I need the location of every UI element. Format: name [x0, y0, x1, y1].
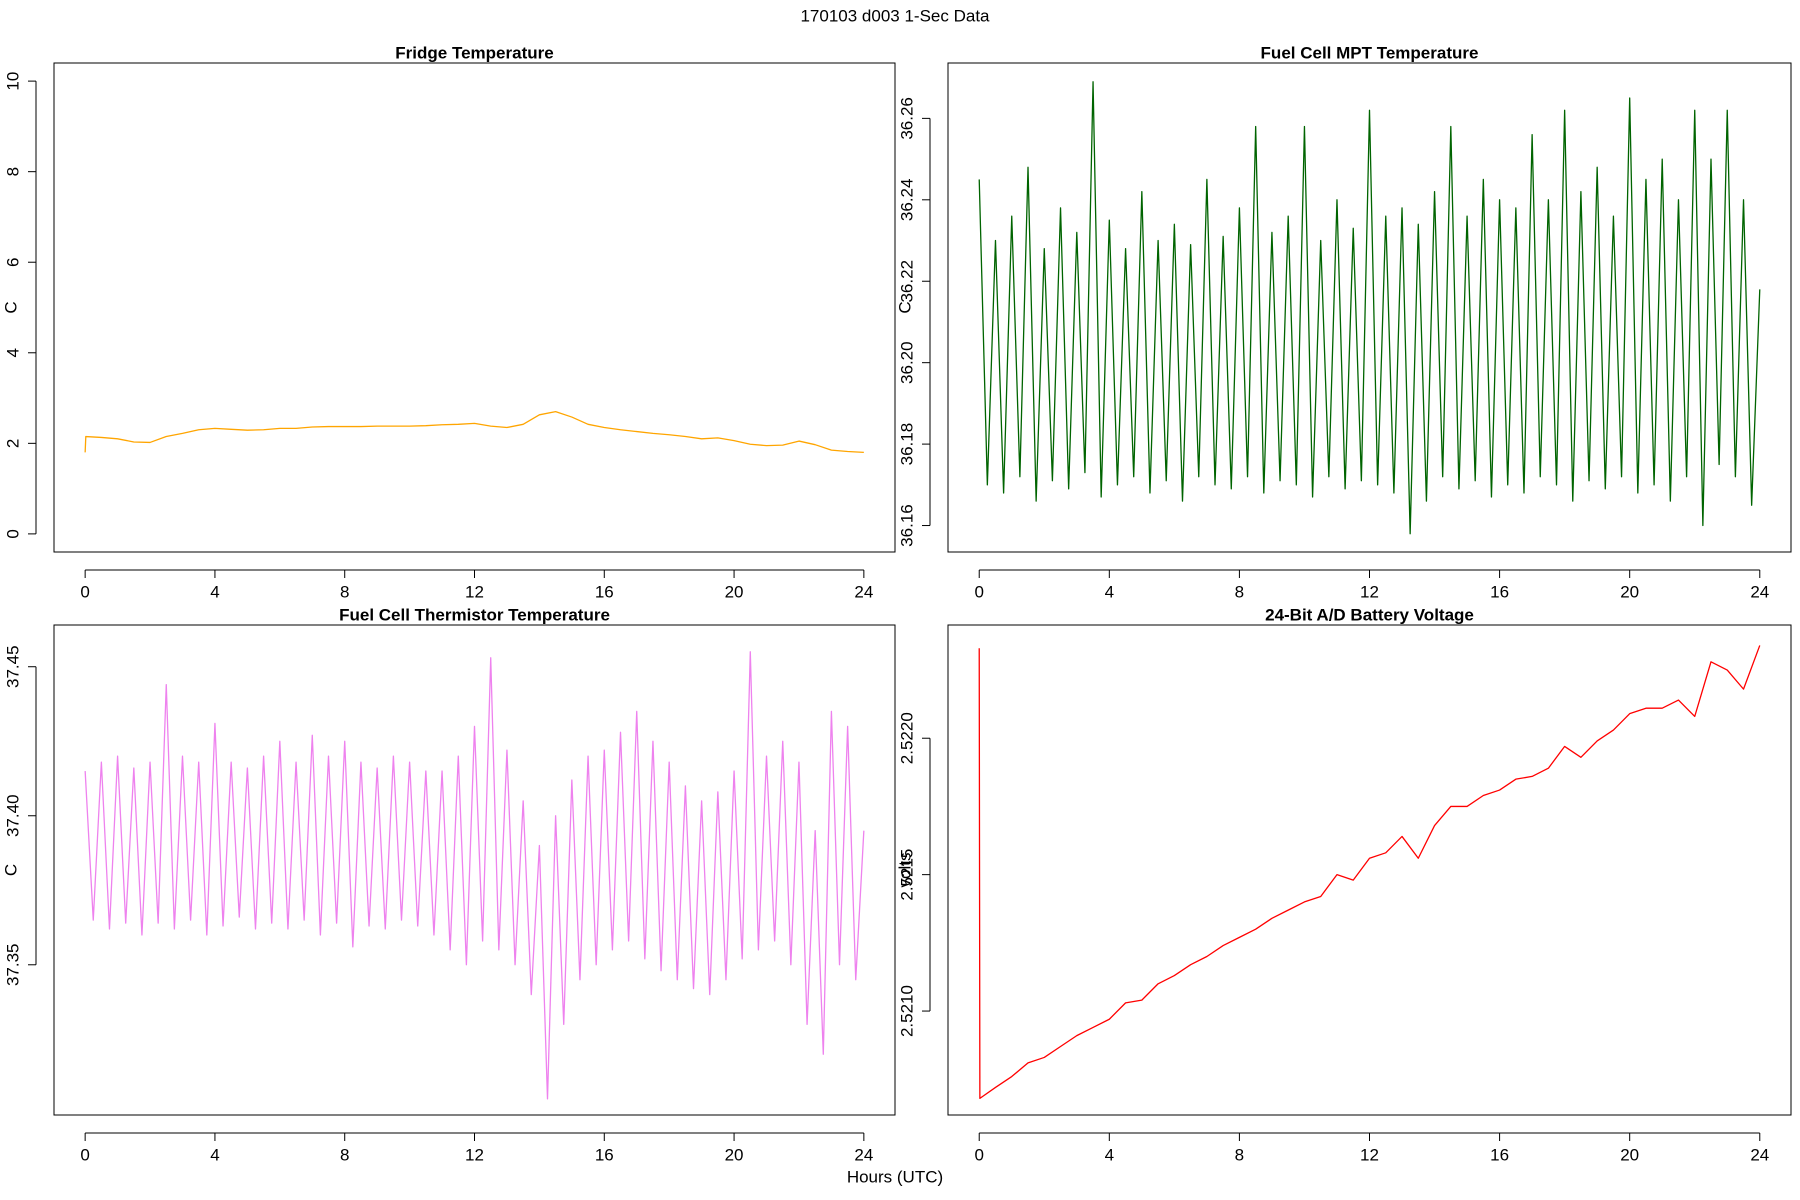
- x-tick-label: 24: [854, 1145, 873, 1164]
- panel-title: Fuel Cell Thermistor Temperature: [339, 605, 610, 624]
- y-axis-label: volts: [895, 853, 914, 888]
- x-tick-label: 8: [340, 1145, 349, 1164]
- figure-title: 170103 d003 1-Sec Data: [800, 6, 990, 25]
- y-tick-label: 2: [3, 439, 22, 448]
- data-line: [84, 651, 865, 1100]
- plot-area: [84, 410, 864, 454]
- y-tick-label: 0: [3, 529, 22, 538]
- y-tick-label: 36.22: [897, 260, 916, 303]
- x-tick-label: 20: [1620, 582, 1639, 601]
- y-axis-label: C: [895, 301, 914, 313]
- x-tick-label: 24: [854, 582, 873, 601]
- x-tick-label: 16: [595, 582, 614, 601]
- x-axis-label: Hours (UTC): [847, 1167, 943, 1186]
- plot-frame: [53, 624, 896, 1116]
- x-tick-label: 0: [974, 582, 983, 601]
- x-tick-label: 24: [1750, 582, 1769, 601]
- y-tick-label: 36.20: [897, 341, 916, 384]
- y-tick-label: 36.18: [897, 423, 916, 466]
- y-tick-label: 37.45: [3, 645, 22, 688]
- x-tick-label: 4: [210, 1145, 219, 1164]
- panel: Fuel Cell Thermistor Temperature 0 4 8 12 16 2…: [1, 605, 896, 1164]
- y-tick-label: 8: [3, 167, 22, 176]
- y-tick-label: 6: [3, 257, 22, 266]
- panel: Fuel Cell MPT Temperature 0 4 8 12 16 20 24 36.1…: [895, 43, 1792, 601]
- x-tick-label: 20: [725, 582, 744, 601]
- x-tick-label: 12: [465, 582, 484, 601]
- x-tick-label: 0: [974, 1145, 983, 1164]
- panel: 24-Bit A/D Battery Voltage 0 4 8 12 16 20 24 2.5…: [895, 605, 1792, 1164]
- x-tick-label: 12: [1360, 582, 1379, 601]
- plot-frame: [947, 624, 1792, 1116]
- y-axis-label: C: [1, 864, 20, 876]
- y-tick-label: 36.26: [897, 97, 916, 140]
- data-line: [978, 81, 1761, 535]
- y-tick-label: 10: [3, 72, 22, 91]
- x-tick-label: 8: [1235, 1145, 1244, 1164]
- x-tick-label: 4: [210, 582, 219, 601]
- panel-title: Fridge Temperature: [395, 43, 553, 62]
- plot-frame: [53, 62, 896, 553]
- panel-title: 24-Bit A/D Battery Voltage: [1265, 605, 1474, 624]
- x-tick-label: 20: [1620, 1145, 1639, 1164]
- x-tick-label: 8: [1235, 582, 1244, 601]
- x-tick-label: 16: [595, 1145, 614, 1164]
- x-tick-label: 0: [80, 582, 89, 601]
- x-tick-label: 4: [1105, 1145, 1114, 1164]
- data-line: [978, 645, 1761, 1100]
- panel-title: Fuel Cell MPT Temperature: [1261, 43, 1479, 62]
- data-line: [84, 410, 864, 454]
- x-tick-label: 16: [1490, 582, 1509, 601]
- x-tick-label: 0: [80, 1145, 89, 1164]
- x-tick-label: 4: [1105, 582, 1114, 601]
- y-tick-label: 37.40: [3, 794, 22, 837]
- x-tick-label: 24: [1750, 1145, 1769, 1164]
- y-tick-label: 2.5220: [897, 712, 916, 764]
- y-axis-label: C: [1, 301, 20, 313]
- y-tick-label: 2.5215: [897, 849, 916, 901]
- plot-area: [978, 645, 1761, 1100]
- x-tick-label: 20: [725, 1145, 744, 1164]
- plot-frame: [947, 62, 1792, 553]
- plot-area: [978, 81, 1761, 535]
- y-tick-label: 2.5210: [897, 985, 916, 1037]
- x-tick-label: 12: [465, 1145, 484, 1164]
- y-tick-label: 36.24: [897, 179, 916, 222]
- x-tick-label: 8: [340, 582, 349, 601]
- x-tick-label: 12: [1360, 1145, 1379, 1164]
- y-tick-label: 4: [3, 348, 22, 357]
- y-tick-label: 36.16: [897, 504, 916, 547]
- plot-area: [84, 651, 865, 1100]
- y-tick-label: 37.35: [3, 944, 22, 987]
- x-tick-label: 16: [1490, 1145, 1509, 1164]
